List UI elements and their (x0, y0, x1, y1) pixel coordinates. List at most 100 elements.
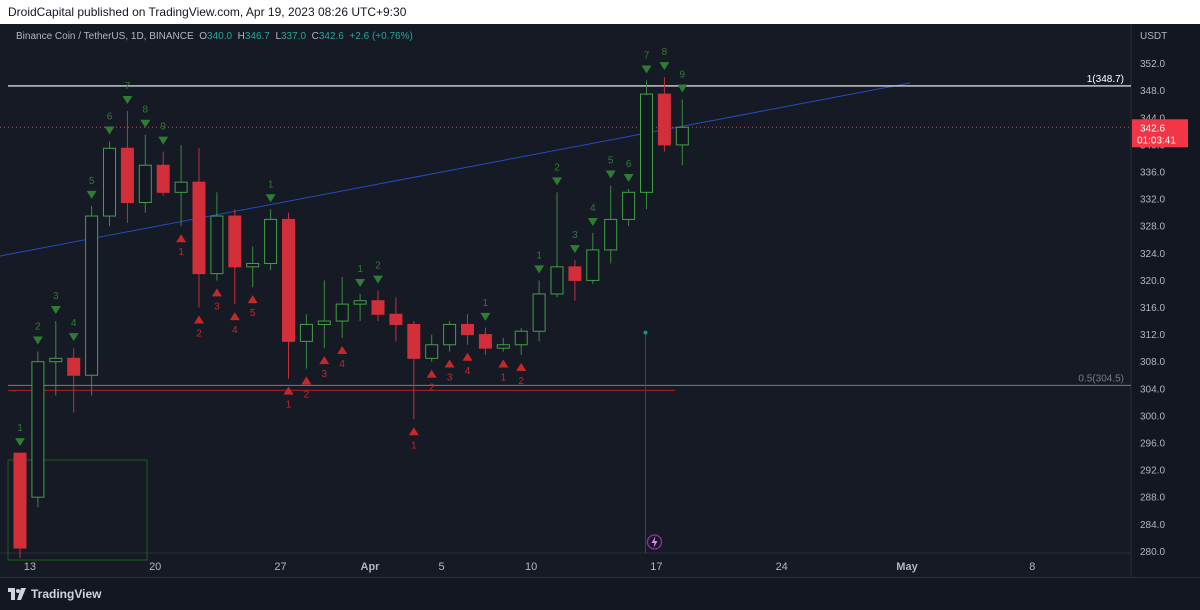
current-price-tag (1132, 119, 1188, 148)
candle-body[interactable] (31, 361, 45, 498)
change-value: +2.6 (+0.76%) (349, 31, 413, 42)
y-tick-label: 316.0 (1140, 303, 1165, 314)
candle-body[interactable] (478, 334, 492, 349)
td-sell-setup-count: 3 (53, 291, 59, 302)
candle-body[interactable] (461, 323, 474, 336)
candle-body[interactable] (246, 262, 260, 268)
x-tick-label: 17 (650, 561, 662, 573)
candle-body[interactable] (443, 323, 457, 346)
td-buy-setup-count: 3 (214, 301, 220, 312)
candle-body[interactable] (228, 215, 242, 268)
td-buy-setup-marker (319, 356, 330, 365)
candle-body[interactable] (353, 300, 367, 305)
td-sell-setup-marker (587, 217, 598, 226)
td-sell-setup-count: 7 (644, 51, 650, 62)
y-tick-label: 284.0 (1140, 520, 1165, 531)
td-sell-setup-count: 2 (35, 322, 41, 333)
candle-body[interactable] (407, 323, 421, 359)
candle-body[interactable] (282, 218, 295, 342)
td-sell-setup-count: 5 (608, 156, 614, 167)
candle-body[interactable] (568, 266, 582, 281)
candle-body[interactable] (103, 147, 116, 217)
candle-body[interactable] (389, 313, 403, 325)
y-tick-label: 352.0 (1140, 59, 1165, 70)
candle-body[interactable] (156, 164, 170, 193)
candle-body[interactable] (13, 452, 27, 549)
candle-body[interactable] (532, 293, 546, 332)
x-tick-label: May (896, 561, 918, 573)
candle-body[interactable] (586, 249, 600, 281)
td-sell-setup-marker (480, 312, 491, 321)
y-tick-label: 320.0 (1140, 276, 1165, 287)
candle-body[interactable] (67, 357, 81, 376)
td-sell-setup-marker (534, 265, 545, 274)
candle-body[interactable] (514, 330, 528, 346)
y-tick-label: 304.0 (1140, 384, 1165, 395)
candle-body[interactable] (210, 215, 224, 275)
axis-unit-label: USDT (1140, 31, 1167, 42)
td-sell-setup-count: 5 (89, 176, 95, 187)
x-tick-label: 13 (24, 561, 36, 573)
candle-body[interactable] (299, 323, 313, 342)
td-sell-setup-marker (104, 126, 115, 135)
publisher-bar: DroidCapital published on TradingView.co… (0, 0, 1200, 24)
td-sell-setup-count: 9 (160, 122, 166, 133)
y-tick-label: 292.0 (1140, 466, 1165, 477)
candle-body[interactable] (138, 164, 152, 203)
candle-body[interactable] (604, 218, 618, 251)
td-sell-setup-count: 1 (536, 250, 542, 261)
td-sell-setup-marker (86, 190, 97, 199)
td-sell-setup-count: 1 (17, 423, 23, 434)
td-buy-setup-count: 2 (429, 383, 435, 394)
candle-body[interactable] (675, 126, 689, 146)
symbol-name: Binance Coin / TetherUS, 1D, BINANCE (16, 31, 194, 42)
current-price-label: 342.6 (1140, 123, 1165, 134)
flash-event-icon[interactable] (646, 534, 663, 550)
candle-body[interactable] (85, 215, 99, 376)
chart-area[interactable]: USDT 280.0 284.0 288.0 292.0 296.0 300.0 304.0 3… (0, 24, 1200, 577)
candle-body[interactable] (496, 344, 510, 349)
high-value: 346.7 (244, 31, 270, 42)
price-axis-panel (1131, 24, 1200, 577)
td-buy-setup-marker (462, 352, 473, 361)
td-sell-setup-count: 2 (375, 261, 381, 272)
candle-body[interactable] (550, 266, 564, 295)
x-tick-label: 24 (776, 561, 788, 573)
candle-body[interactable] (640, 93, 653, 193)
trend-line[interactable] (0, 82, 911, 257)
td-buy-setup-count: 4 (339, 359, 345, 370)
td-buy-setup-marker (194, 315, 204, 324)
candle-body[interactable] (425, 344, 439, 359)
close-value: 342.6 (318, 31, 344, 42)
td-buy-setup-marker (498, 359, 509, 368)
candle-body[interactable] (371, 300, 385, 315)
y-tick-label: 300.0 (1140, 411, 1165, 422)
td-buy-setup-marker (516, 362, 527, 371)
td-buy-setup-count: 5 (250, 308, 256, 319)
td-sell-setup-marker (659, 62, 670, 71)
candle-body[interactable] (174, 181, 188, 193)
candle-body[interactable] (317, 320, 331, 325)
td-buy-setup-marker (301, 376, 312, 385)
candle-body[interactable] (622, 191, 636, 220)
candle-body[interactable] (192, 181, 206, 275)
td-sell-setup-count: 4 (590, 203, 596, 214)
y-tick-label: 348.0 (1140, 86, 1165, 97)
td-sell-setup-marker (373, 275, 383, 284)
td-sell-setup-marker (552, 177, 562, 186)
td-buy-setup-marker (211, 288, 222, 297)
candle-body[interactable] (657, 93, 671, 146)
candle-body[interactable] (335, 303, 349, 322)
price-chart[interactable]: USDT 280.0 284.0 288.0 292.0 296.0 300.0 304.0 3… (0, 24, 1200, 577)
y-tick-label: 324.0 (1140, 249, 1165, 260)
y-tick-label: 280.0 (1140, 547, 1165, 558)
candle-body[interactable] (49, 357, 63, 363)
y-tick-label: 344.0 (1140, 113, 1165, 124)
td-sell-setup-marker (158, 136, 169, 145)
td-buy-setup-count: 1 (178, 247, 184, 258)
fib-level-label: 1(348.7) (1087, 74, 1124, 85)
candle-body[interactable] (120, 147, 134, 203)
td-buy-setup-marker (283, 386, 294, 395)
candle-body[interactable] (264, 218, 278, 264)
td-sell-setup-marker (122, 96, 133, 105)
